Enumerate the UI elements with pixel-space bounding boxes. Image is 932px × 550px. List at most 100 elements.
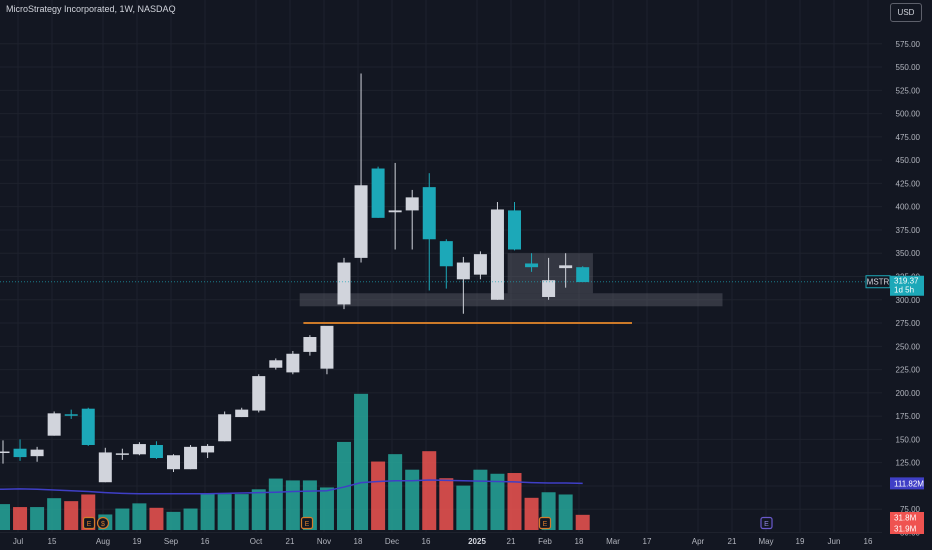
y-tick-label: 150.00 [896,435,921,444]
volume-bar [183,508,198,530]
volume-ma-line [0,479,583,495]
volume-bar [558,494,573,530]
y-tick-label: 125.00 [896,459,921,468]
candle-body [542,280,556,297]
volume-bar [371,461,386,530]
volume-bar [166,511,181,530]
y-tick-label: 400.00 [896,203,921,212]
last-price-box [890,275,924,296]
y-tick-label: 525.00 [896,86,921,95]
candle-body [30,449,44,457]
y-tick-label: 275.00 [896,319,921,328]
y-tick-label: 200.00 [896,389,921,398]
candle-body [559,265,573,269]
currency-button[interactable]: USD [890,3,922,22]
candle-body [201,445,215,453]
x-tick-label: Feb [538,537,552,546]
volume-label-2: 31.9M [894,525,917,534]
volume-bar [251,489,266,530]
candle-body [184,446,198,470]
volume-bar [234,494,249,530]
volume-bar [439,478,454,530]
x-tick-label: 21 [507,537,516,546]
volume-bar [115,508,130,530]
candle-body [508,210,521,250]
candle-body [98,452,112,483]
candle-body [132,444,146,455]
volume-bar [30,507,45,530]
volume-bar [0,504,10,530]
volume-label-1: 31.8M [894,514,917,523]
y-tick-label: 450.00 [896,156,921,165]
y-tick-label: 425.00 [896,179,921,188]
volume-bar [507,473,522,530]
candle-body [422,187,436,240]
candle-body [149,444,163,459]
candle-body [320,325,334,369]
y-tick-label: 350.00 [896,249,921,258]
candle-body [81,408,95,445]
y-tick-label: 550.00 [896,63,921,72]
x-tick-label: 18 [354,537,363,546]
candle-body [354,185,368,258]
x-tick-label: 16 [201,537,210,546]
chart-title: MicroStrategy Incorporated, 1W, NASDAQ [6,4,176,14]
x-tick-label: Jun [828,537,841,546]
candle-body [115,453,129,455]
y-tick-label: 375.00 [896,226,921,235]
earnings-marker [82,516,96,530]
candle-body [473,254,487,275]
dividend-marker [96,516,110,530]
volume-box-1 [890,512,924,523]
candle-body [286,353,300,373]
y-tick-label: 300.00 [896,296,921,305]
x-tick-label: 15 [48,537,57,546]
volume-bar [575,514,590,530]
upcoming-earnings-marker [760,516,773,530]
volume-bar [200,493,215,530]
volume-ma-box [890,477,924,490]
upcoming-earnings-glyph: E [764,521,769,528]
x-tick-label: Oct [250,537,263,546]
volume-bar [422,451,437,530]
volume-moving-average [0,479,583,495]
volume-bar [268,478,283,530]
earnings-marker-glyph: E [305,521,310,528]
volume-box-2 [890,523,924,534]
volume-bar [354,393,369,530]
earnings-marker [300,516,314,530]
volume-bar [337,441,351,530]
earnings-marker-glyph: E [543,521,548,528]
candle-body [64,414,78,416]
y-tick-label: 575.00 [896,40,921,49]
volume-bar [149,507,164,530]
volume-bar [217,494,232,530]
volume-bar [473,469,488,530]
y-tick-label: 175.00 [896,412,921,421]
volume-bars [0,393,590,530]
x-tick-label: Aug [96,537,110,546]
volume-bar [388,454,403,530]
x-tick-label: 16 [422,537,431,546]
x-tick-label: Sep [164,537,179,546]
volume-bar [524,497,539,530]
price-zone [299,293,723,307]
x-tick-label: 17 [643,537,652,546]
x-tick-label: Nov [317,537,331,546]
time-axis[interactable]: Jul 15 Aug 19 Sep 16 Oct 21 Nov 18 Dec 16 2025 21 Feb 1… [13,537,873,546]
volume-bar [132,503,147,530]
earnings-marker [538,516,552,530]
volume-bar [319,487,334,530]
candle-body [576,267,590,283]
countdown-label: 1d 5h [894,286,914,295]
x-tick-label: 2025 [468,537,486,546]
y-tick-label: 225.00 [896,366,921,375]
x-tick-label: 18 [575,537,584,546]
y-tick-label: 75.00 [900,505,921,514]
y-tick-label: 250.00 [896,342,921,351]
event-markers: E $ E E E [82,516,773,530]
candle-body [439,241,453,267]
x-tick-label: 21 [728,537,737,546]
